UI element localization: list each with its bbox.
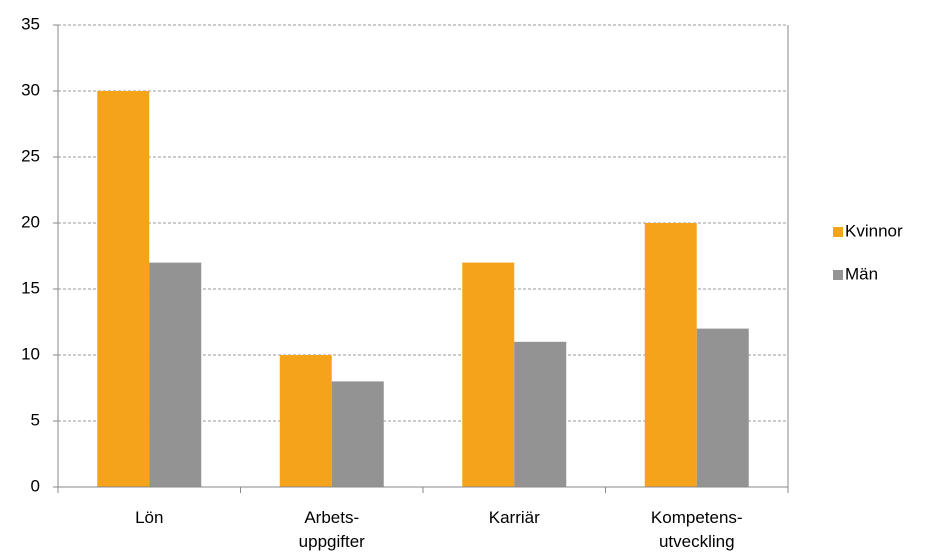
y-tick-label: 10 [21, 344, 40, 363]
legend-label: Män [845, 264, 878, 283]
x-tick-label: Karriär [489, 508, 540, 527]
legend-swatch [833, 270, 843, 280]
x-tick-label: Arbets-uppgifter [299, 508, 365, 551]
x-tick-label-line: Lön [135, 508, 163, 527]
bar [514, 341, 567, 487]
bar [149, 262, 202, 487]
x-tick-label-line: utveckling [659, 532, 735, 551]
y-tick-label: 30 [21, 80, 40, 99]
y-tick-label: 15 [21, 278, 40, 297]
bar [696, 328, 749, 487]
x-tick-label-line: Kompetens- [651, 508, 743, 527]
y-tick-label: 20 [21, 212, 40, 231]
y-tick-label: 5 [31, 410, 40, 429]
legend-label: Kvinnor [845, 221, 903, 240]
bar [644, 223, 697, 487]
bar [331, 381, 384, 487]
bar [462, 262, 515, 487]
legend-swatch [833, 227, 843, 237]
y-tick-label: 25 [21, 146, 40, 165]
y-tick-label: 0 [31, 476, 40, 495]
x-tick-label-line: uppgifter [299, 532, 365, 551]
bar [97, 91, 150, 487]
x-tick-label-line: Karriär [489, 508, 540, 527]
x-tick-label: Lön [135, 508, 163, 527]
x-tick-label: Kompetens-utveckling [651, 508, 743, 551]
bar [279, 355, 332, 487]
x-tick-label-line: Arbets- [304, 508, 359, 527]
y-tick-label: 35 [21, 14, 40, 33]
